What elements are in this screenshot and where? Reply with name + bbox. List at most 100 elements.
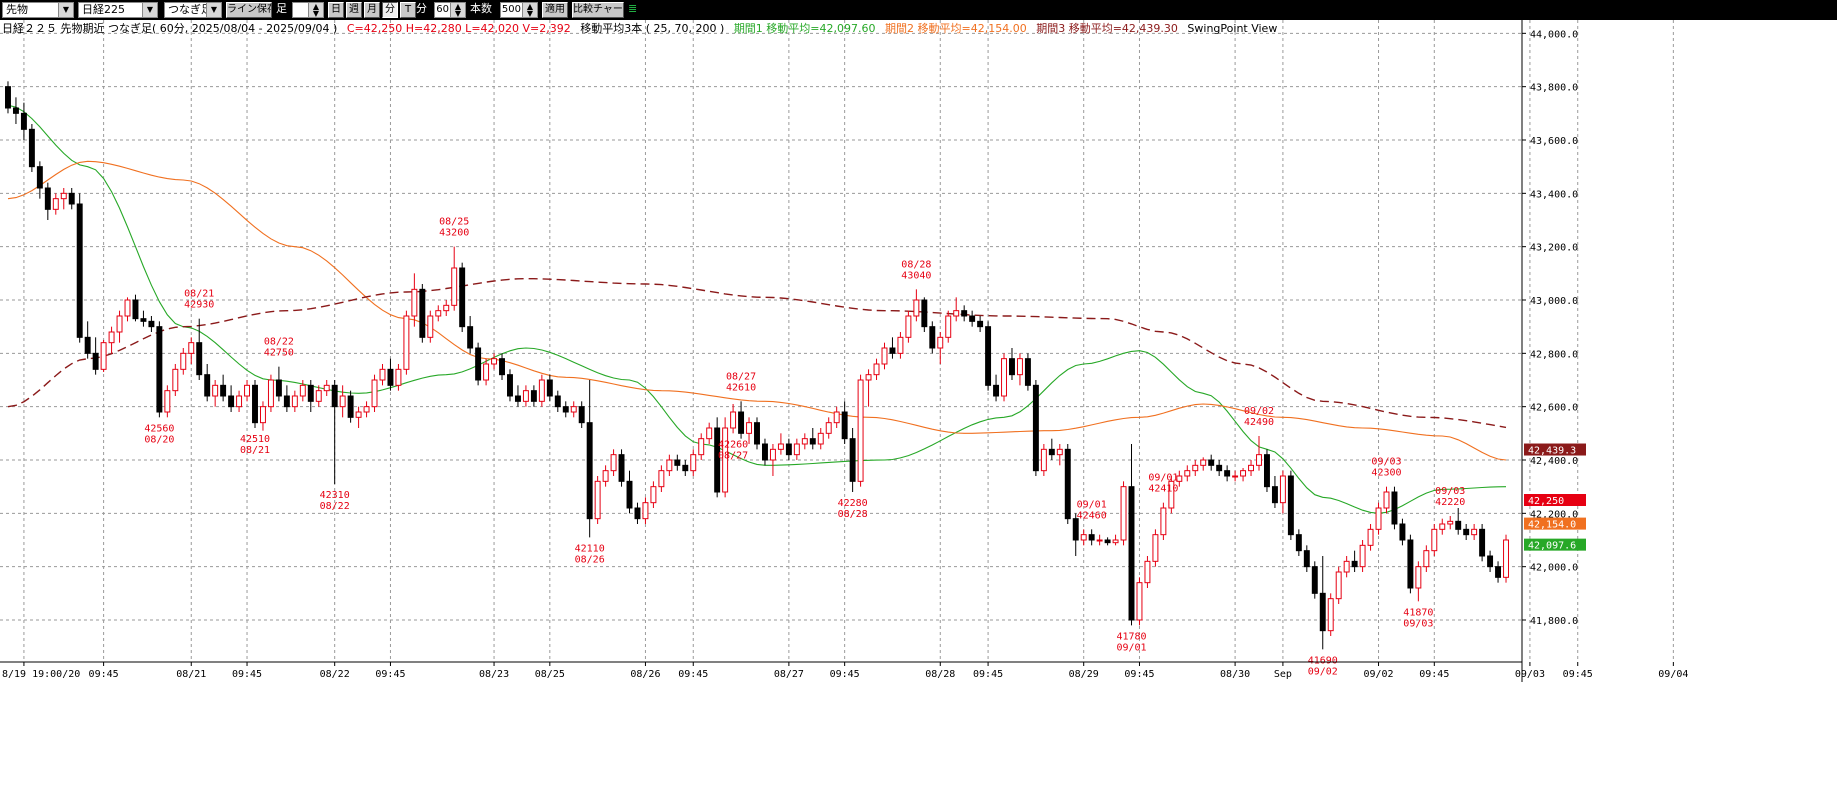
interval-input[interactable]: 60 ▲ ▼ <box>434 2 466 18</box>
candle-body <box>1032 384 1039 472</box>
price-tag-bg <box>1524 517 1586 530</box>
product-select-value: 日経225 <box>82 3 125 16</box>
candle-body <box>937 336 944 349</box>
x-tick-label: 09:45 <box>973 669 1003 680</box>
candle-body <box>1367 528 1374 546</box>
candle-body <box>865 374 872 381</box>
x-tick-label: Sep <box>1274 669 1292 680</box>
candle-body <box>1064 448 1071 520</box>
price-chart[interactable]: 4256008/2008/21429304251008/2108/2242750… <box>0 20 1837 807</box>
swing-low-date: 08/28 <box>838 509 868 520</box>
candle-body <box>881 347 888 365</box>
candle-body <box>1383 491 1390 509</box>
x-tick-label: 09/02 <box>1363 669 1393 680</box>
count-input[interactable]: 500 ▲ ▼ <box>500 2 538 18</box>
ma-line-2 <box>7 160 1507 461</box>
candle-body <box>1359 544 1366 568</box>
interval-label: 分 <box>416 2 430 18</box>
candle-body <box>801 438 808 445</box>
candle-body <box>1463 528 1470 536</box>
candle-body <box>626 480 633 509</box>
candle-body <box>363 406 370 413</box>
swing-high-price: 43200 <box>439 228 469 239</box>
candle-body <box>12 107 19 114</box>
candle-body <box>188 342 195 354</box>
candle-body <box>746 422 753 434</box>
spinner-icon[interactable]: ▲ ▼ <box>450 3 465 17</box>
candle-body <box>315 390 322 402</box>
candle-body <box>403 315 410 370</box>
candle-body <box>562 406 569 413</box>
period-button-3[interactable]: 分 <box>382 2 398 18</box>
candle-body <box>1439 523 1446 530</box>
candle-body <box>291 395 298 408</box>
candle-body <box>220 384 227 397</box>
market-select[interactable]: 先物 ▼ <box>2 2 74 18</box>
candle-body <box>275 379 282 397</box>
price-tag-label: 42,439.3 <box>1528 446 1576 457</box>
candle-body <box>897 336 904 354</box>
x-tick-label: 08/27 <box>774 669 804 680</box>
x-tick-label: 08/23 <box>479 669 509 680</box>
candle-body <box>451 267 458 306</box>
candle-body <box>666 459 673 472</box>
line-save-button[interactable]: ライン保存 <box>226 2 272 18</box>
candle-body <box>1447 520 1454 525</box>
candle-body <box>921 299 928 328</box>
candle-body <box>674 459 681 466</box>
candle-body <box>1224 470 1231 477</box>
info-bar: 日経２２５ 先物期近 つなぎ足( 60分, 2025/08/04 - 2025/… <box>0 20 1837 38</box>
candlesticks <box>5 81 1509 650</box>
y-tick-label: 43,800.0 <box>1530 83 1578 94</box>
candle-body <box>714 427 721 493</box>
y-tick-label: 42,800.0 <box>1530 349 1578 360</box>
candle-body <box>475 347 482 381</box>
price-tag-label: 42,097.6 <box>1528 541 1576 552</box>
foot-label: 足 <box>276 2 290 18</box>
candle-body <box>610 454 617 472</box>
period-button-4[interactable]: T <box>400 2 416 18</box>
candle-body <box>1128 486 1135 621</box>
spinner-icon[interactable]: ▲ ▼ <box>308 3 323 17</box>
candle-body <box>379 368 386 381</box>
period-button-1[interactable]: 週 <box>346 2 362 18</box>
candle-body <box>1271 486 1278 504</box>
candle-body <box>1160 507 1167 536</box>
x-tick-label: 08/30 <box>1220 669 1250 680</box>
swing-low-price: 42560 <box>144 423 174 434</box>
contract-select[interactable]: つなぎ足 ▼ <box>164 2 222 18</box>
candle-body <box>1104 539 1111 544</box>
candle-body <box>299 384 306 397</box>
candle-body <box>116 315 123 333</box>
bars-icon[interactable]: ≣ <box>628 2 638 15</box>
candle-body <box>228 395 235 408</box>
apply-button[interactable]: 適用 <box>542 2 568 18</box>
candle-body <box>60 192 67 200</box>
period-button-0[interactable]: 日 <box>328 2 344 18</box>
candle-body <box>1208 459 1215 466</box>
candle-body <box>1056 448 1063 456</box>
candle-body <box>1009 358 1015 376</box>
y-tick-label: 43,600.0 <box>1530 136 1578 147</box>
candle-body <box>20 112 27 130</box>
x-tick-label: 09:45 <box>1124 669 1154 680</box>
candle-body <box>1503 539 1509 578</box>
compare-chart-button[interactable]: 比較チャート <box>572 2 624 18</box>
swing-point-annotations: 4256008/2008/21429304251008/2108/2242750… <box>144 217 1465 678</box>
candle-body <box>1248 464 1255 472</box>
spinner-icon[interactable]: ▲ ▼ <box>522 3 537 17</box>
candle-body <box>1327 598 1334 632</box>
candle-body <box>722 427 729 493</box>
foot-count-input[interactable]: ▲ ▼ <box>292 2 324 18</box>
swing-high-date: 08/22 <box>264 337 294 348</box>
candle-body <box>1287 475 1294 536</box>
swing-low-price: 42310 <box>320 490 350 501</box>
candle-body <box>1391 491 1398 525</box>
candle-body <box>514 395 521 402</box>
product-select[interactable]: 日経225 ▼ <box>78 2 158 18</box>
x-tick-label: 09:45 <box>1419 669 1449 680</box>
candle-body <box>889 347 896 354</box>
period-button-2[interactable]: 月 <box>364 2 380 18</box>
candle-body <box>841 411 848 440</box>
